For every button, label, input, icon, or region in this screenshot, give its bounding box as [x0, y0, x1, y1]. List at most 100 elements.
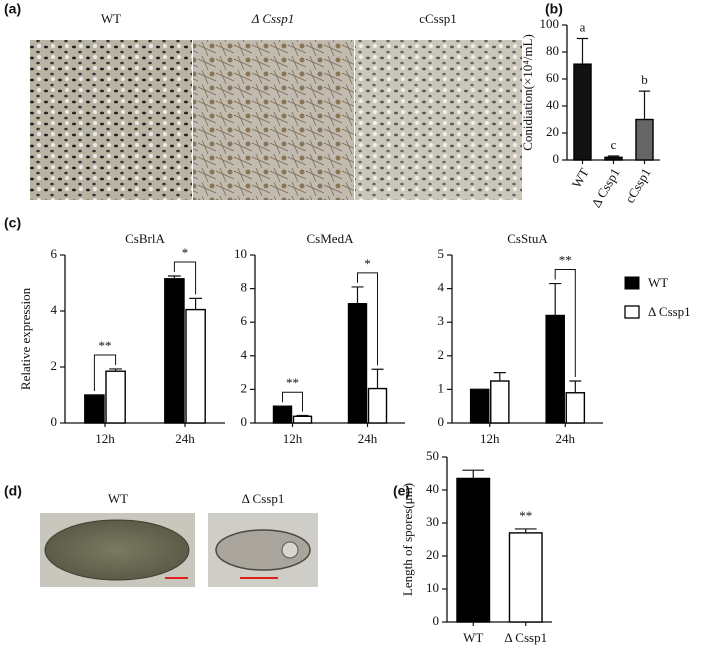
x-tick-label: 24h — [175, 431, 195, 446]
significance-label: c — [611, 137, 617, 152]
significance-label: ** — [286, 375, 299, 390]
y-tick-label: 100 — [540, 16, 560, 31]
x-tick-label: cCssp1 — [622, 165, 654, 205]
bar — [565, 392, 586, 424]
error-bar — [493, 372, 506, 381]
error-bar — [296, 414, 309, 417]
x-tick-label: 12h — [95, 431, 115, 446]
y-tick-label: 20 — [426, 547, 439, 562]
panel-label: (b) — [545, 1, 563, 17]
chart-title: CsBrlA — [125, 231, 165, 246]
y-tick-label: 3 — [438, 313, 445, 328]
y-tick-label: 0 — [241, 414, 248, 429]
legend-swatch — [624, 276, 640, 290]
bar — [573, 63, 592, 161]
y-tick-label: 40 — [546, 97, 559, 112]
x-tick-label: WT — [463, 630, 483, 645]
bar — [508, 532, 543, 623]
significance-label: ** — [559, 253, 572, 268]
error-bar — [549, 282, 562, 316]
y-axis-label: Relative expression — [18, 287, 33, 390]
y-tick-label: 30 — [426, 514, 439, 529]
error-bar — [109, 368, 122, 372]
y-axis-label: Length of spores(μm) — [400, 483, 415, 596]
significance-label: b — [641, 72, 648, 87]
bar — [367, 387, 388, 424]
y-tick-label: 6 — [51, 246, 58, 261]
spore-body — [281, 541, 299, 559]
bar — [272, 405, 293, 424]
micrograph-overlay — [355, 40, 522, 200]
y-tick-label: 0 — [553, 151, 560, 166]
significance-label: * — [364, 256, 371, 271]
error-bar — [168, 275, 181, 279]
y-tick-label: 0 — [438, 414, 445, 429]
image-caption: WT — [101, 11, 121, 26]
legend-label: WT — [648, 275, 668, 290]
x-tick-label: 12h — [283, 431, 303, 446]
error-bar — [576, 37, 589, 65]
y-tick-label: 2 — [241, 380, 248, 395]
significance-label: ** — [519, 508, 532, 523]
significance-bracket — [357, 272, 378, 366]
error-bar — [189, 297, 202, 310]
image-caption: Δ Cssp1 — [242, 491, 285, 506]
spore — [44, 519, 190, 581]
panel-label: (e) — [393, 483, 410, 499]
y-tick-label: 20 — [546, 124, 559, 139]
y-tick-label: 5 — [438, 246, 445, 261]
y-tick-label: 6 — [241, 313, 248, 328]
error-bar — [514, 528, 537, 533]
micrograph — [355, 40, 522, 200]
significance-label: a — [580, 19, 586, 34]
significance-label: * — [182, 245, 189, 260]
spore — [215, 529, 311, 571]
significance-label: ** — [99, 338, 112, 353]
panel-label: (a) — [4, 1, 21, 17]
significance-bracket — [173, 261, 197, 295]
y-tick-label: 60 — [546, 70, 559, 85]
y-tick-label: 10 — [234, 246, 247, 261]
x-tick-label: Δ Cssp1 — [504, 630, 547, 645]
bar — [84, 394, 105, 424]
error-bar — [351, 286, 364, 304]
x-tick-label: WT — [569, 165, 592, 190]
error-bar — [462, 469, 485, 479]
y-tick-label: 40 — [426, 481, 439, 496]
x-tick-label: 12h — [480, 431, 500, 446]
y-tick-label: 10 — [426, 580, 439, 595]
y-tick-label: 4 — [51, 302, 58, 317]
bar — [635, 118, 654, 161]
image-caption: WT — [108, 491, 128, 506]
significance-bracket — [554, 269, 576, 377]
image-caption: Δ Cssp1 — [251, 11, 294, 26]
bar — [604, 156, 623, 161]
significance-bracket — [282, 391, 303, 412]
error-bar — [569, 380, 582, 393]
legend-label: Δ Cssp1 — [648, 304, 691, 319]
panel-label: (c) — [4, 215, 21, 231]
panel-label: (d) — [4, 483, 22, 499]
bar — [490, 380, 510, 424]
micrograph — [193, 40, 354, 200]
chart-title: CsStuA — [507, 231, 548, 246]
micrograph — [30, 40, 192, 200]
chart-title: CsMedA — [307, 231, 355, 246]
error-bar — [607, 155, 620, 158]
y-tick-label: 4 — [241, 347, 248, 362]
y-tick-label: 4 — [438, 280, 445, 295]
bar — [456, 477, 491, 623]
y-tick-label: 0 — [51, 414, 58, 429]
bar — [545, 314, 565, 424]
error-bar — [371, 368, 384, 389]
bar — [185, 308, 206, 424]
bar — [105, 370, 126, 424]
bar — [469, 388, 490, 424]
x-tick-label: Δ Cssp1 — [588, 165, 622, 209]
bar — [164, 278, 185, 424]
y-tick-label: 80 — [546, 43, 559, 58]
x-tick-label: 24h — [556, 431, 576, 446]
image-caption: cCssp1 — [419, 11, 457, 26]
bar — [292, 415, 313, 424]
